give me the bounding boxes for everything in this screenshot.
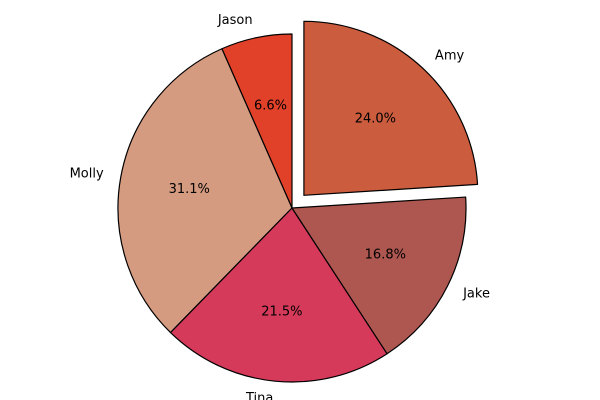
labels-layer: 6.6% Jason 31.1% Molly 21.5% Tina 16.8% Jake 24.… [70,13,490,400]
pie-slice-tina [169,207,388,383]
category-label-jake: Jake [462,286,490,301]
pie-slice-jake [291,196,467,355]
pct-label-jason: 6.6% [254,98,287,113]
pct-label-tina: 21.5% [261,304,302,319]
category-label-jason: Jason [217,13,253,28]
pct-label-amy: 24.0% [355,112,396,127]
category-label-amy: Amy [435,48,465,63]
category-label-tina: Tina [245,391,273,400]
slices-layer [117,20,479,383]
pct-label-molly: 31.1% [169,182,210,197]
category-label-molly: Molly [70,166,104,181]
pie-slice-amy [303,20,479,196]
pct-label-jake: 16.8% [365,247,406,262]
pie-slice-molly [117,48,293,334]
